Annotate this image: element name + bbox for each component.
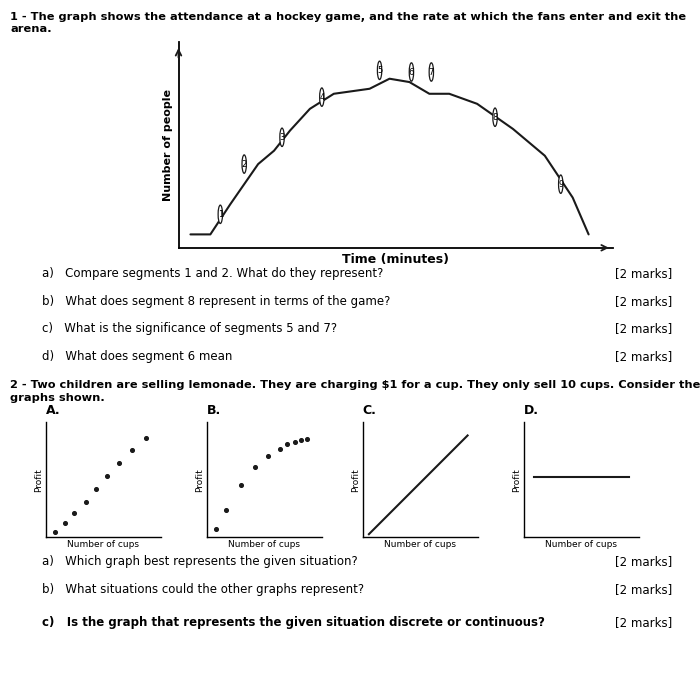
X-axis label: Number of cups: Number of cups bbox=[67, 540, 139, 549]
Point bbox=[249, 461, 260, 473]
Circle shape bbox=[218, 205, 223, 223]
Text: 1 - The graph shows the attendance at a hockey game, and the rate at which the f: 1 - The graph shows the attendance at a … bbox=[10, 12, 687, 22]
Text: arena.: arena. bbox=[10, 24, 52, 34]
Y-axis label: Profit: Profit bbox=[195, 468, 204, 492]
X-axis label: Number of cups: Number of cups bbox=[228, 540, 300, 549]
Point bbox=[50, 526, 61, 537]
Point bbox=[90, 484, 102, 495]
Y-axis label: Profit: Profit bbox=[512, 468, 521, 492]
Text: graphs shown.: graphs shown. bbox=[10, 393, 105, 403]
Text: 9: 9 bbox=[558, 179, 564, 188]
Text: 7: 7 bbox=[428, 68, 434, 77]
Point bbox=[220, 505, 231, 516]
Text: [2 marks]: [2 marks] bbox=[615, 267, 672, 280]
Point bbox=[140, 432, 151, 443]
Point bbox=[301, 433, 312, 445]
Text: [2 marks]: [2 marks] bbox=[615, 295, 672, 308]
Text: 1: 1 bbox=[218, 210, 223, 218]
Point bbox=[113, 457, 125, 468]
Circle shape bbox=[410, 63, 414, 81]
Text: 2: 2 bbox=[241, 160, 247, 169]
Text: A.: A. bbox=[46, 404, 60, 417]
Point bbox=[274, 443, 286, 454]
Point bbox=[211, 523, 222, 534]
Text: 3: 3 bbox=[279, 133, 285, 142]
Text: [2 marks]: [2 marks] bbox=[615, 555, 672, 568]
Text: D.: D. bbox=[524, 404, 538, 417]
Circle shape bbox=[280, 128, 284, 147]
Circle shape bbox=[320, 88, 324, 106]
Circle shape bbox=[429, 63, 433, 81]
X-axis label: Number of cups: Number of cups bbox=[384, 540, 456, 549]
Text: b)   What does segment 8 represent in terms of the game?: b) What does segment 8 represent in term… bbox=[42, 295, 391, 308]
Text: 2 - Two children are selling lemonade. They are charging $1 for a cup. They only: 2 - Two children are selling lemonade. T… bbox=[10, 380, 700, 390]
Point bbox=[69, 507, 80, 519]
Text: 5: 5 bbox=[377, 66, 382, 75]
Point bbox=[290, 436, 301, 447]
Point bbox=[102, 470, 113, 482]
Text: [2 marks]: [2 marks] bbox=[615, 350, 672, 364]
Text: d)   What does segment 6 mean: d) What does segment 6 mean bbox=[42, 350, 232, 364]
Point bbox=[295, 434, 307, 445]
Point bbox=[262, 451, 274, 462]
Y-axis label: Number of people: Number of people bbox=[163, 89, 173, 201]
Text: [2 marks]: [2 marks] bbox=[615, 583, 672, 596]
Text: 6: 6 bbox=[409, 68, 414, 77]
Text: B.: B. bbox=[206, 404, 220, 417]
Text: C.: C. bbox=[363, 404, 377, 417]
Point bbox=[80, 497, 92, 508]
Text: c)   What is the significance of segments 5 and 7?: c) What is the significance of segments … bbox=[42, 322, 337, 336]
Text: 8: 8 bbox=[492, 112, 498, 121]
Y-axis label: Profit: Profit bbox=[34, 468, 43, 492]
Text: b)   What situations could the other graphs represent?: b) What situations could the other graph… bbox=[42, 583, 364, 596]
Text: [2 marks]: [2 marks] bbox=[615, 616, 672, 629]
Circle shape bbox=[377, 61, 382, 80]
Circle shape bbox=[493, 108, 497, 126]
Point bbox=[281, 438, 293, 450]
Circle shape bbox=[559, 175, 563, 193]
X-axis label: Time (minutes): Time (minutes) bbox=[342, 253, 449, 267]
Point bbox=[127, 444, 138, 455]
Text: 4: 4 bbox=[319, 93, 325, 102]
X-axis label: Number of cups: Number of cups bbox=[545, 540, 617, 549]
Text: c)   Is the graph that represents the given situation discrete or continuous?: c) Is the graph that represents the give… bbox=[42, 616, 545, 629]
Point bbox=[59, 518, 70, 529]
Text: [2 marks]: [2 marks] bbox=[615, 322, 672, 336]
Circle shape bbox=[242, 155, 246, 173]
Y-axis label: Profit: Profit bbox=[351, 468, 360, 492]
Text: a)   Which graph best represents the given situation?: a) Which graph best represents the given… bbox=[42, 555, 358, 568]
Point bbox=[235, 480, 247, 491]
Text: a)   Compare segments 1 and 2. What do they represent?: a) Compare segments 1 and 2. What do the… bbox=[42, 267, 384, 280]
